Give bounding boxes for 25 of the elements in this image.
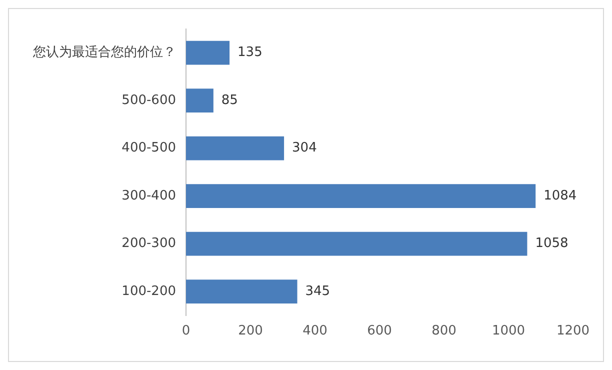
x-tick-label: 400 — [302, 324, 328, 339]
y-tick-label: 您认为最适合您的价位？ — [32, 45, 176, 60]
x-tick-label: 1000 — [492, 324, 526, 339]
bar — [186, 40, 230, 65]
bar — [186, 280, 298, 304]
data-label: 135 — [238, 45, 262, 60]
y-tick-label: 400-500 — [122, 140, 176, 156]
data-label: 345 — [305, 284, 330, 299]
y-tick-label: 500-600 — [122, 92, 176, 108]
x-tick-label: 0 — [182, 324, 190, 339]
data-label: 304 — [292, 140, 317, 156]
bar — [186, 232, 528, 256]
x-tick-label: 1200 — [556, 324, 590, 339]
data-label: 1058 — [535, 236, 568, 252]
x-tick-label: 800 — [432, 324, 456, 339]
bar — [186, 184, 536, 208]
data-label: 1084 — [544, 188, 577, 204]
y-tick-label: 200-300 — [122, 236, 176, 252]
y-tick-label: 300-400 — [122, 188, 176, 204]
bar — [186, 88, 214, 113]
x-tick-label: 200 — [238, 324, 263, 339]
bar — [186, 136, 284, 160]
x-tick-label: 600 — [367, 324, 392, 339]
y-tick-label: 100-200 — [122, 284, 176, 299]
data-label: 85 — [221, 92, 238, 108]
